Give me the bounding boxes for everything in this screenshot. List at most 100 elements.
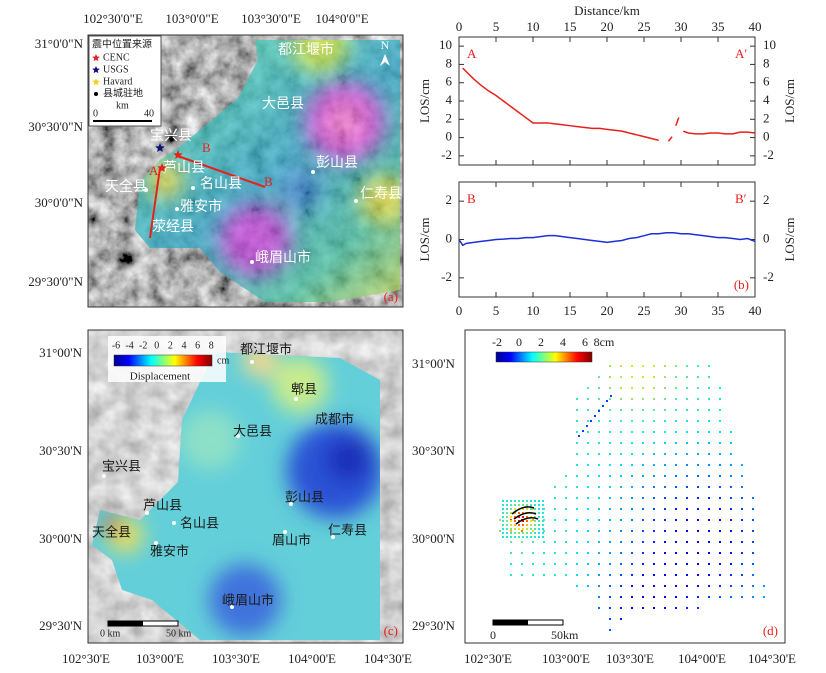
dot xyxy=(653,541,655,543)
dot xyxy=(653,475,655,477)
lon-label: 102°30'E xyxy=(62,651,110,666)
dot xyxy=(532,563,534,565)
y-tick-label: 10 xyxy=(439,37,452,52)
dot xyxy=(675,563,677,565)
dot xyxy=(752,541,754,543)
dot xyxy=(526,508,528,510)
dot xyxy=(741,585,743,587)
dot xyxy=(522,516,524,518)
place-name: 宝兴县 xyxy=(102,460,141,475)
dot xyxy=(576,453,578,455)
dot xyxy=(675,464,677,466)
dot xyxy=(532,530,534,532)
dot xyxy=(697,519,699,521)
profile-a xyxy=(149,167,161,239)
dot xyxy=(506,536,508,538)
place-name: 都江堰市 xyxy=(240,342,292,358)
dot xyxy=(543,541,545,543)
dot xyxy=(538,536,540,538)
lon-label: 103°00'E xyxy=(542,651,590,666)
colorbar-tick: -2 xyxy=(492,335,502,349)
dot xyxy=(586,425,588,427)
dot xyxy=(708,398,710,400)
dot xyxy=(719,508,721,510)
x-tick-label: 35 xyxy=(712,19,725,34)
scale-label: 50km xyxy=(551,628,579,642)
dot xyxy=(664,486,666,488)
dot xyxy=(708,475,710,477)
dot xyxy=(708,464,710,466)
y-tick-label: 4 xyxy=(446,92,453,107)
dot xyxy=(542,528,544,530)
y-tick-label: -2 xyxy=(441,269,452,284)
dot xyxy=(606,400,608,402)
dot xyxy=(697,365,699,367)
dot xyxy=(514,500,516,502)
dot xyxy=(518,536,520,538)
dot xyxy=(526,532,528,534)
dot xyxy=(609,563,611,565)
dot xyxy=(642,365,644,367)
dot xyxy=(514,536,516,538)
dot xyxy=(642,563,644,565)
dot xyxy=(631,365,633,367)
dot xyxy=(752,519,754,521)
dot xyxy=(653,607,655,609)
dot xyxy=(697,398,699,400)
dot xyxy=(587,475,589,477)
dot xyxy=(587,530,589,532)
town-dot xyxy=(236,434,240,438)
dot xyxy=(730,574,732,576)
town-dot xyxy=(283,530,287,534)
dot xyxy=(510,532,512,534)
dot xyxy=(518,528,520,530)
dot xyxy=(686,387,688,389)
legend-item: 县城驻地 xyxy=(103,86,143,99)
dot xyxy=(664,409,666,411)
place-name: 芦山县 xyxy=(163,160,205,176)
dot xyxy=(697,596,699,598)
dot xyxy=(609,387,611,389)
town-dot xyxy=(354,199,358,203)
dot xyxy=(730,486,732,488)
dot xyxy=(538,528,540,530)
dot xyxy=(514,520,516,522)
dot xyxy=(719,574,721,576)
dot xyxy=(530,508,532,510)
dot xyxy=(502,536,504,538)
dot xyxy=(576,574,578,576)
dot xyxy=(631,596,633,598)
x-tick-label: 5 xyxy=(493,303,500,318)
dot xyxy=(532,552,534,554)
dot xyxy=(506,504,508,506)
dot xyxy=(730,508,732,510)
dot xyxy=(609,475,611,477)
dot xyxy=(538,532,540,534)
dot xyxy=(587,552,589,554)
dot xyxy=(752,508,754,510)
dot xyxy=(642,541,644,543)
dot xyxy=(664,574,666,576)
dot xyxy=(664,464,666,466)
dot xyxy=(587,398,589,400)
dot xyxy=(741,574,743,576)
dot xyxy=(730,552,732,554)
dot xyxy=(542,500,544,502)
dot xyxy=(598,563,600,565)
dot xyxy=(741,541,743,543)
dot xyxy=(620,365,622,367)
dot xyxy=(554,497,556,499)
dot xyxy=(642,552,644,554)
place-name: 成都市 xyxy=(315,412,354,428)
dot xyxy=(598,475,600,477)
y2-tick-label: 0 xyxy=(763,230,770,245)
dot xyxy=(554,563,556,565)
place-name: 彭山县 xyxy=(316,155,358,171)
x-tick-label: 25 xyxy=(638,303,651,318)
dot xyxy=(719,398,721,400)
dot xyxy=(686,486,688,488)
dot xyxy=(554,486,556,488)
lat-label: 30°30'N xyxy=(39,443,83,458)
dot xyxy=(502,528,504,530)
dot xyxy=(576,464,578,466)
